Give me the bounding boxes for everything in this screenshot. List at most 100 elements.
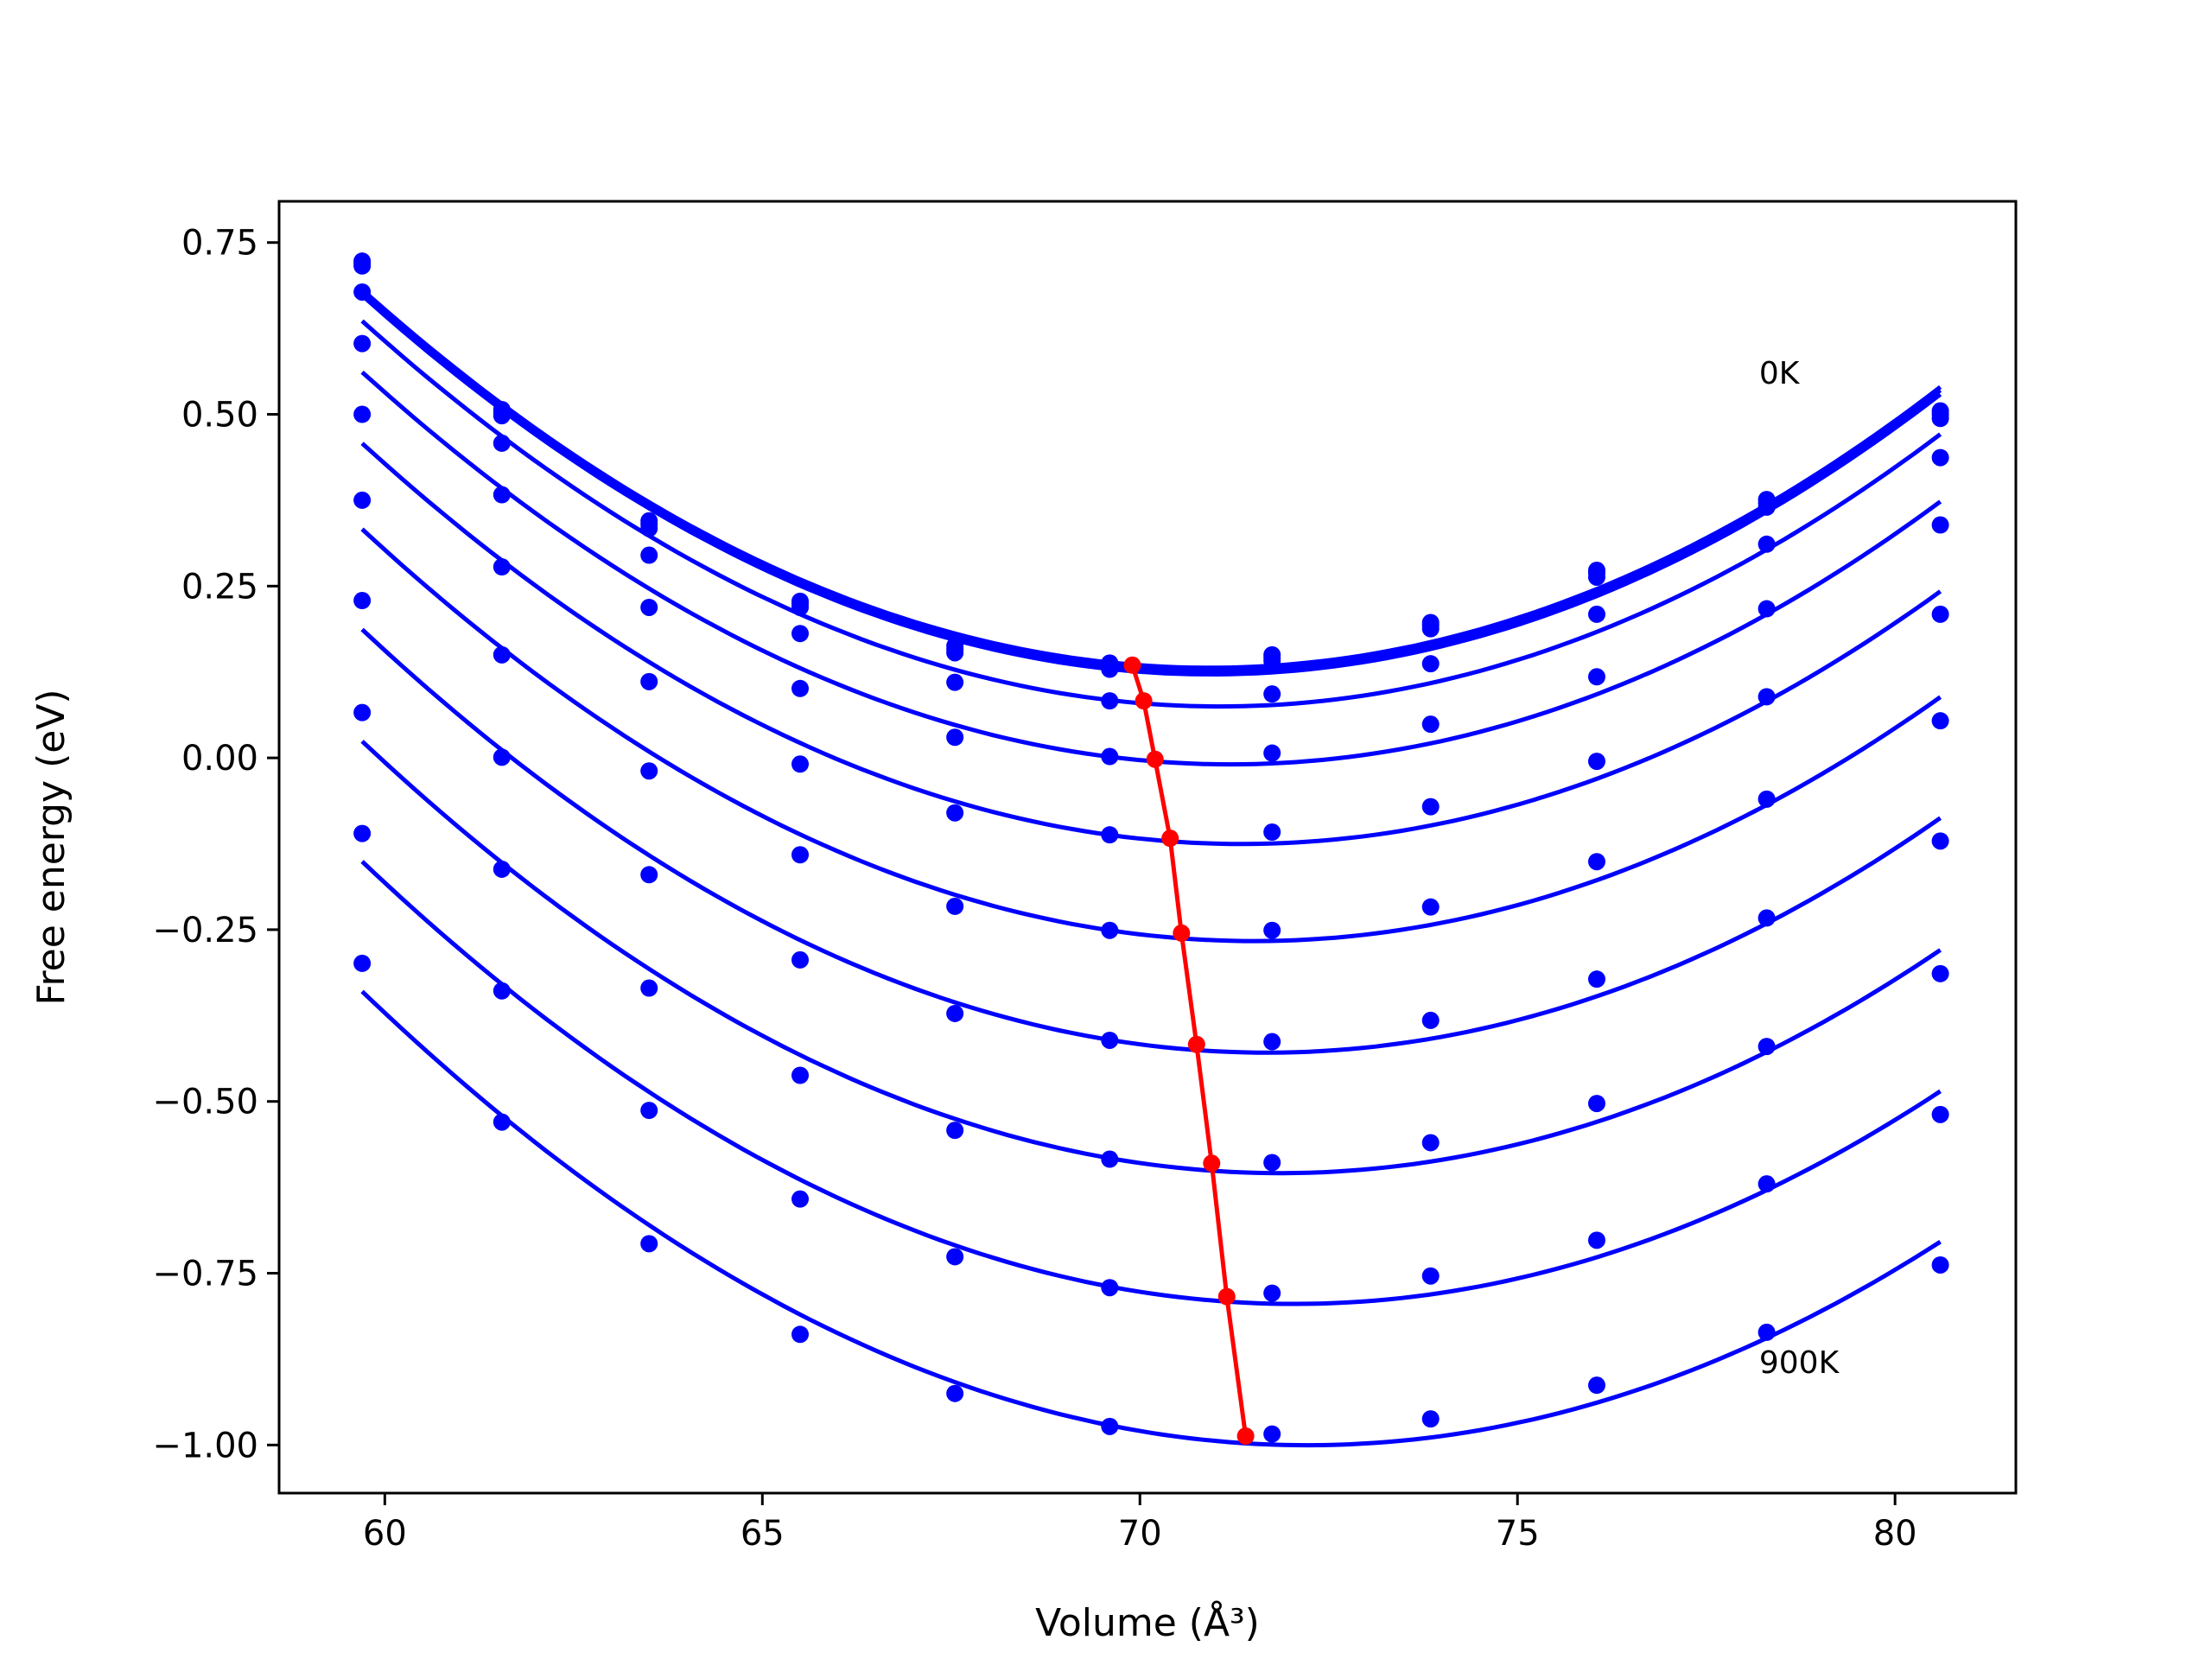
y-axis-ticks: 0.75 0.50 0.25 0.00 −0.25 −0.50 −0.75 −1.00 <box>152 224 279 1465</box>
series-line-2 <box>360 294 1942 677</box>
series-6-point-3 <box>791 846 809 864</box>
series-10-point-0 <box>353 954 372 972</box>
series-7-point-5 <box>1101 1031 1119 1049</box>
series-8-point-4 <box>946 1122 964 1140</box>
series-9-point-10 <box>1931 1105 1949 1123</box>
series-4-point-5 <box>1101 747 1119 766</box>
x-tick-label-3: 75 <box>1496 1514 1540 1554</box>
series-10-point-3 <box>791 1325 809 1344</box>
series-8-point-0 <box>353 703 372 721</box>
series-2-point-4 <box>946 644 964 662</box>
series-2-point-5 <box>1101 660 1119 678</box>
y-axis-title: Free energy (eV) <box>29 689 73 1005</box>
series-7-point-2 <box>640 866 658 884</box>
y-tick-label-4: −0.25 <box>152 911 258 950</box>
series-5-point-2 <box>640 672 658 690</box>
y-tick-label-2: 0.25 <box>181 567 258 607</box>
series-3-point-4 <box>946 673 964 691</box>
series-9-point-3 <box>791 1190 809 1208</box>
series-7-point-6 <box>1263 1033 1281 1051</box>
series-4-point-4 <box>946 728 964 747</box>
series-2-point-8 <box>1587 568 1605 586</box>
series-7-point-7 <box>1421 1011 1440 1029</box>
series-5-point-3 <box>791 755 809 773</box>
series-3-point-6 <box>1263 685 1281 703</box>
series-7-point-10 <box>1931 832 1949 850</box>
series-3-point-8 <box>1587 605 1605 623</box>
x-tick-label-0: 60 <box>363 1514 407 1554</box>
series-2-point-6 <box>1263 652 1281 670</box>
series-3-point-10 <box>1931 448 1949 467</box>
series-5-point-8 <box>1587 753 1605 771</box>
series-8-point-3 <box>791 1066 809 1084</box>
series-5-point-0 <box>353 405 372 423</box>
series-2-point-7 <box>1421 620 1440 638</box>
plot-frame <box>277 200 2018 1495</box>
series-line-6 <box>360 527 1942 944</box>
series-4-point-10 <box>1931 516 1949 534</box>
series-5-point-6 <box>1263 823 1281 842</box>
series-6-point-9 <box>1758 790 1776 808</box>
series-9-point-1 <box>493 982 511 1000</box>
x-tick-label-1: 65 <box>741 1514 785 1554</box>
series-2-point-9 <box>1758 498 1776 516</box>
series-10-point-6 <box>1263 1425 1281 1443</box>
series-7-point-3 <box>791 950 809 969</box>
series-4-point-9 <box>1758 600 1776 618</box>
series-7-point-1 <box>493 748 511 766</box>
series-line-0 <box>360 288 1942 671</box>
series-line-8 <box>360 740 1942 1176</box>
minima-point-7 <box>1217 1287 1236 1306</box>
y-tick-label-0: 0.75 <box>181 224 258 264</box>
minima-point-2 <box>1146 750 1164 768</box>
series-10-point-8 <box>1587 1376 1605 1395</box>
series-3-point-2 <box>640 546 658 564</box>
series-6-point-5 <box>1101 921 1119 939</box>
series-8-point-10 <box>1931 964 1949 982</box>
y-tick-label-7: −1.00 <box>152 1426 258 1465</box>
series-3-point-0 <box>353 283 372 301</box>
y-tick-label-3: 0.00 <box>181 739 258 779</box>
series-4-point-3 <box>791 679 809 697</box>
series-6-point-0 <box>353 491 372 509</box>
series-2-point-1 <box>493 407 511 425</box>
minima-point-6 <box>1203 1154 1221 1173</box>
series-5-point-5 <box>1101 826 1119 844</box>
minima-line <box>1123 656 1255 1445</box>
series-4-point-2 <box>640 598 658 616</box>
y-tick-label-6: −0.75 <box>152 1255 258 1294</box>
minima-point-1 <box>1135 692 1153 710</box>
series-9-point-7 <box>1421 1267 1440 1285</box>
series-10-point-2 <box>640 1235 658 1253</box>
series-5-point-7 <box>1421 798 1440 816</box>
series-9-point-8 <box>1587 1231 1605 1249</box>
series-10-point-5 <box>1101 1417 1119 1435</box>
series-5-point-1 <box>493 558 511 576</box>
series-8-point-7 <box>1421 1134 1440 1152</box>
series-8-point-1 <box>493 860 511 878</box>
series-4-point-6 <box>1263 744 1281 762</box>
series-line-1 <box>360 290 1942 673</box>
series-9-point-4 <box>946 1248 964 1266</box>
series-10-point-9 <box>1758 1323 1776 1341</box>
minima-point-4 <box>1173 924 1191 942</box>
series-10-point-4 <box>946 1384 964 1402</box>
series-9-point-0 <box>353 824 372 842</box>
series-line-7 <box>360 627 1942 1055</box>
series-9-point-6 <box>1263 1284 1281 1302</box>
series-5-point-10 <box>1931 605 1949 623</box>
series-4-point-1 <box>493 486 511 504</box>
series-2-point-10 <box>1931 410 1949 428</box>
y-tick-label-5: −0.50 <box>152 1083 258 1122</box>
x-axis-title: Volume (Å³) <box>1035 1599 1260 1645</box>
series-2-point-3 <box>791 598 809 616</box>
series-curves <box>360 288 1942 1448</box>
x-axis-ticks: 60 65 70 75 80 <box>363 1493 1917 1554</box>
series-9-point-5 <box>1101 1279 1119 1297</box>
series-8-point-9 <box>1758 1038 1776 1056</box>
x-tick-label-2: 70 <box>1118 1514 1162 1554</box>
series-7-point-8 <box>1587 970 1605 988</box>
series-6-point-1 <box>493 645 511 664</box>
annotation-0k: 0K <box>1759 356 1801 391</box>
